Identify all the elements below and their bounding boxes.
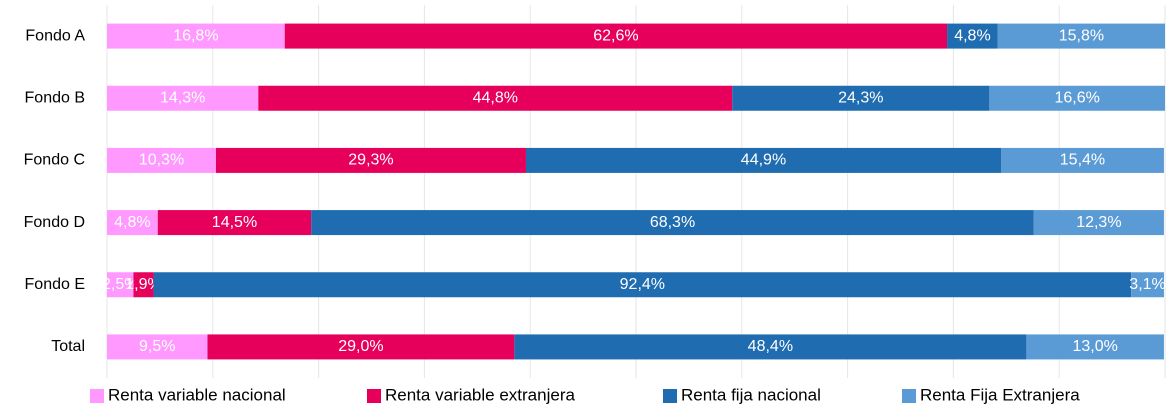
legend-swatch — [90, 389, 104, 403]
data-label: 12,3% — [1076, 214, 1121, 231]
data-label: 62,6% — [593, 27, 638, 44]
bar-segment — [947, 23, 998, 49]
bar-segment — [1131, 272, 1164, 298]
bar-segment — [258, 85, 733, 111]
bar-segment — [1026, 334, 1164, 360]
y-tick-label: Fondo C — [24, 152, 85, 169]
bar-segment — [514, 334, 1027, 360]
legend-label: Renta variable extranjera — [385, 385, 575, 404]
bar-segment — [284, 23, 948, 49]
data-label: 16,8% — [173, 27, 218, 44]
data-label: 10,3% — [139, 152, 184, 169]
data-label: 48,4% — [748, 338, 793, 355]
data-label: 14,5% — [212, 214, 257, 231]
data-label: 3,1% — [1129, 276, 1165, 293]
bar-segment — [732, 85, 990, 111]
data-label: 15,8% — [1059, 27, 1104, 44]
bar-segment — [133, 272, 154, 298]
bar-segment — [215, 147, 526, 173]
data-label: 4,8% — [114, 214, 150, 231]
data-label: 44,8% — [473, 89, 518, 106]
bar-segment — [107, 210, 158, 236]
y-tick-label: Total — [51, 338, 85, 355]
bar-segment — [157, 210, 312, 236]
bar-segment — [525, 147, 1002, 173]
data-label: 1,9% — [125, 276, 161, 293]
bar-segment — [153, 272, 1132, 298]
data-label: 44,9% — [741, 152, 786, 169]
data-label: 16,6% — [1054, 89, 1099, 106]
legend-swatch — [367, 389, 381, 403]
data-label: 92,4% — [620, 276, 665, 293]
bar-segment — [107, 85, 259, 111]
data-label: 14,3% — [160, 89, 205, 106]
bar-segment — [997, 23, 1165, 49]
data-label: 29,0% — [338, 338, 383, 355]
y-tick-label: Fondo D — [24, 214, 85, 231]
data-label: 9,5% — [139, 338, 175, 355]
data-label: 2,5% — [102, 276, 138, 293]
bar-segment — [1001, 147, 1164, 173]
legend-swatch — [902, 389, 916, 403]
legend-label: Renta fija nacional — [681, 385, 821, 404]
bar-segment — [107, 147, 216, 173]
y-tick-label: Fondo B — [25, 89, 85, 106]
legend-label: Renta variable nacional — [108, 385, 286, 404]
legend-swatch — [663, 389, 677, 403]
data-label: 4,8% — [954, 27, 990, 44]
bar-segment — [107, 23, 285, 49]
bar-segment — [107, 334, 208, 360]
bar-segment — [207, 334, 515, 360]
data-label: 29,3% — [348, 152, 393, 169]
data-label: 13,0% — [1072, 338, 1117, 355]
bar-segment — [311, 210, 1034, 236]
y-tick-label: Fondo A — [25, 27, 85, 44]
y-tick-label: Fondo E — [25, 276, 85, 293]
data-label: 24,3% — [838, 89, 883, 106]
bar-segment — [1033, 210, 1164, 236]
data-label: 15,4% — [1060, 152, 1105, 169]
bar-segment — [989, 85, 1165, 111]
bar-segment — [107, 272, 134, 298]
data-label: 68,3% — [650, 214, 695, 231]
legend-label: Renta Fija Extranjera — [920, 385, 1080, 404]
